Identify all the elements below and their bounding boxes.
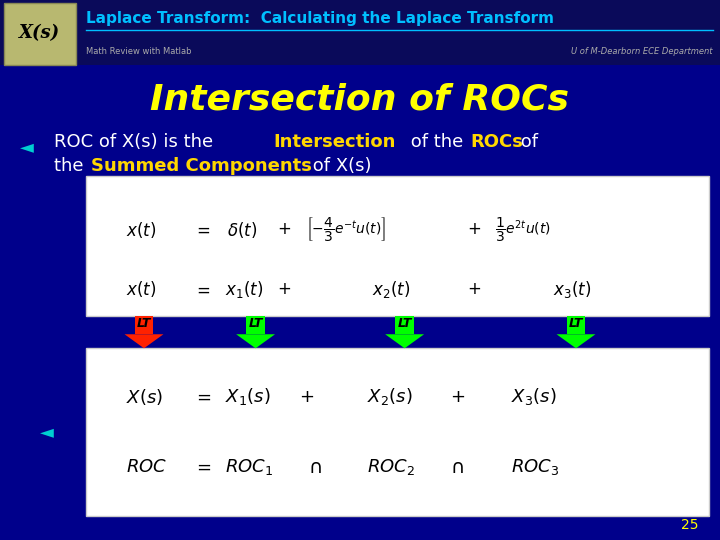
- Text: Math Review with Matlab: Math Review with Matlab: [86, 47, 192, 56]
- Text: $x(t)$: $x(t)$: [126, 279, 156, 300]
- FancyBboxPatch shape: [4, 3, 76, 65]
- Text: $+$: $+$: [277, 280, 292, 299]
- Text: ◄: ◄: [40, 423, 54, 441]
- Text: $x(t)$: $x(t)$: [126, 219, 156, 240]
- Text: $X_1(s)$: $X_1(s)$: [225, 387, 270, 407]
- Text: $\cap$: $\cap$: [308, 457, 322, 477]
- Text: $\dfrac{1}{3}e^{2t}u(t)$: $\dfrac{1}{3}e^{2t}u(t)$: [495, 215, 552, 244]
- Text: $x_3(t)$: $x_3(t)$: [553, 279, 591, 300]
- Text: LT: LT: [569, 317, 583, 330]
- FancyBboxPatch shape: [86, 176, 709, 316]
- Polygon shape: [236, 334, 275, 348]
- FancyBboxPatch shape: [86, 348, 709, 516]
- Text: $X_3(s)$: $X_3(s)$: [511, 387, 557, 407]
- Text: ◄: ◄: [20, 138, 35, 156]
- Text: Intersection: Intersection: [274, 133, 396, 151]
- Text: of: of: [515, 133, 538, 151]
- Text: $\cap$: $\cap$: [450, 457, 464, 477]
- Text: $\delta(t)$: $\delta(t)$: [227, 219, 257, 240]
- Text: $=$: $=$: [193, 220, 210, 239]
- Text: $+$: $+$: [467, 220, 481, 239]
- Text: $\left[-\dfrac{4}{3}e^{-t}u(t)\right]$: $\left[-\dfrac{4}{3}e^{-t}u(t)\right]$: [306, 215, 386, 244]
- Text: $+$: $+$: [450, 388, 465, 406]
- Text: the: the: [54, 157, 89, 176]
- Polygon shape: [385, 334, 424, 348]
- Text: Summed Components: Summed Components: [91, 157, 312, 176]
- Polygon shape: [395, 316, 414, 334]
- Text: LT: LT: [248, 317, 263, 330]
- Text: X(s): X(s): [19, 24, 60, 43]
- Text: LT: LT: [137, 317, 151, 330]
- Text: $ROC_2$: $ROC_2$: [367, 457, 415, 477]
- Text: $ROC_3$: $ROC_3$: [511, 457, 559, 477]
- Text: $+$: $+$: [467, 280, 481, 299]
- Text: $x_1(t)$: $x_1(t)$: [225, 279, 263, 300]
- Text: $ROC_1$: $ROC_1$: [225, 457, 273, 477]
- Text: $=$: $=$: [193, 388, 212, 406]
- Text: 25: 25: [681, 518, 698, 532]
- Text: $ROC$: $ROC$: [126, 458, 167, 476]
- Text: $x_2(t)$: $x_2(t)$: [372, 279, 410, 300]
- Text: $X_2(s)$: $X_2(s)$: [367, 387, 413, 407]
- Text: ROCs: ROCs: [470, 133, 523, 151]
- Text: $+$: $+$: [277, 220, 292, 239]
- Text: of the: of the: [405, 133, 469, 151]
- Text: LT: LT: [397, 317, 412, 330]
- Polygon shape: [135, 316, 153, 334]
- Text: U of M-Dearborn ECE Department: U of M-Dearborn ECE Department: [571, 47, 713, 56]
- Text: $X(s)$: $X(s)$: [126, 387, 163, 407]
- Polygon shape: [557, 334, 595, 348]
- Polygon shape: [125, 334, 163, 348]
- Text: Laplace Transform:  Calculating the Laplace Transform: Laplace Transform: Calculating the Lapla…: [86, 11, 554, 26]
- Text: of X(s): of X(s): [307, 157, 372, 176]
- Text: $=$: $=$: [193, 458, 212, 476]
- Text: Intersection of ROCs: Intersection of ROCs: [150, 83, 570, 117]
- Text: ROC of X(s) is the: ROC of X(s) is the: [54, 133, 219, 151]
- Text: $=$: $=$: [193, 280, 210, 299]
- FancyBboxPatch shape: [0, 0, 720, 65]
- Polygon shape: [246, 316, 265, 334]
- Text: $+$: $+$: [299, 388, 314, 406]
- Polygon shape: [567, 316, 585, 334]
